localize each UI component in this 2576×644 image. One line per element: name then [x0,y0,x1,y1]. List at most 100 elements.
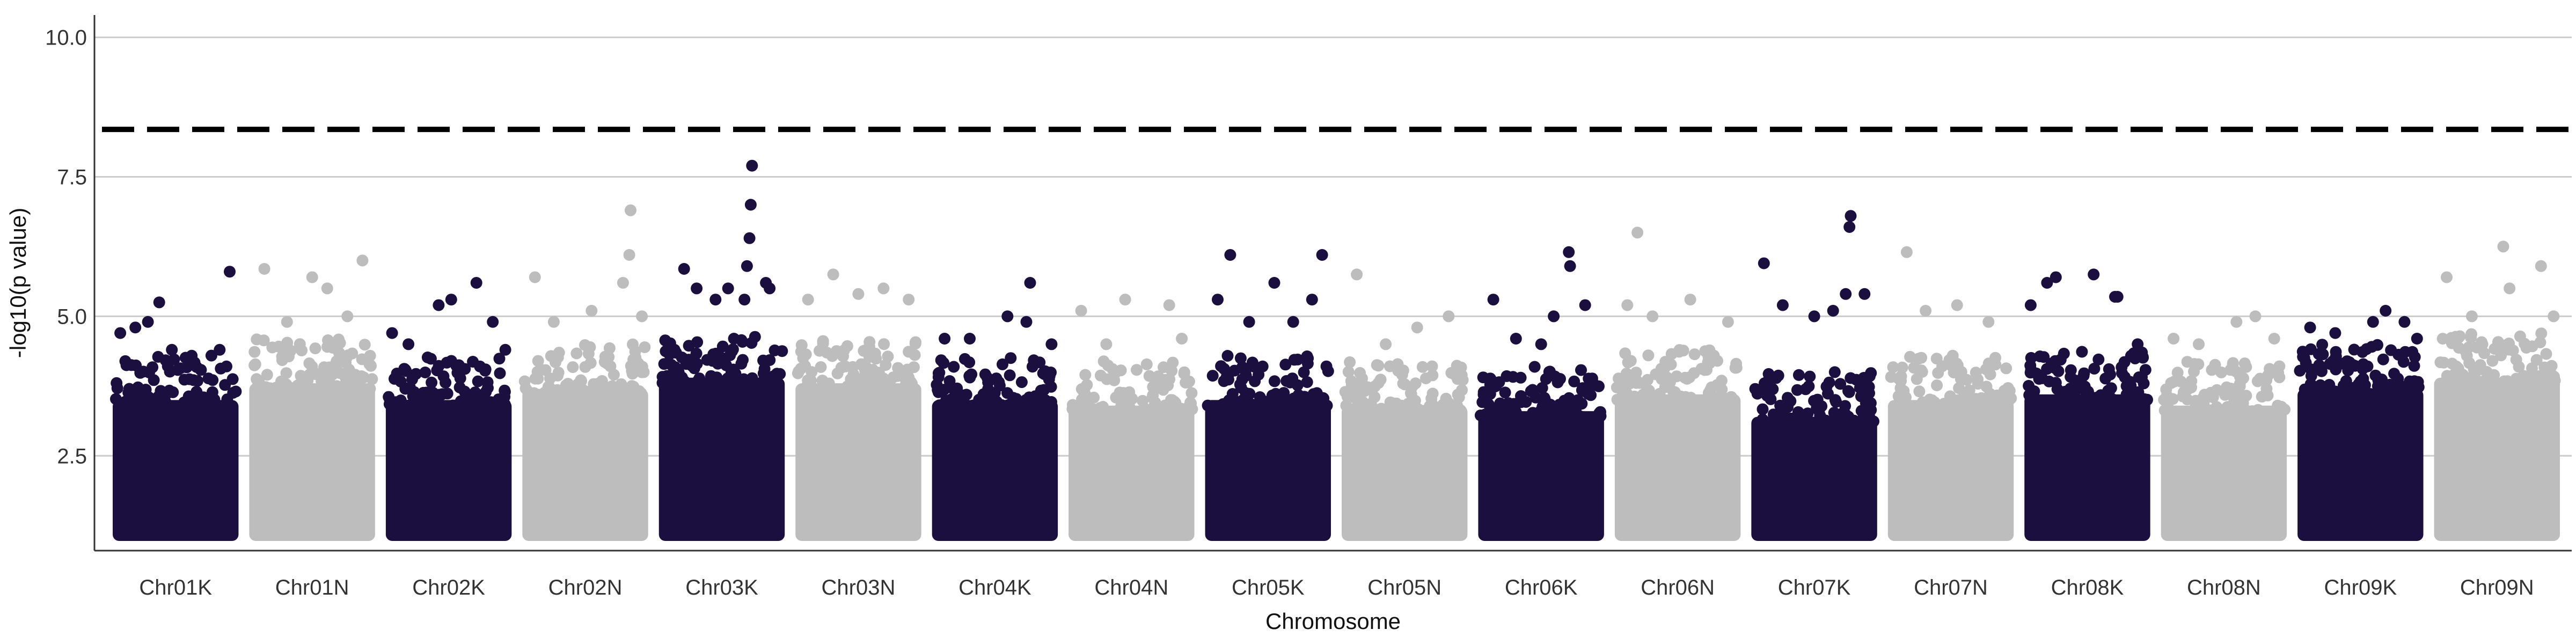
snp-point [291,379,304,392]
x-tick-label: Chr08N [2187,576,2261,599]
snp-peak-point [2230,316,2243,328]
snp-point [467,356,479,368]
snp-point [1078,390,1090,402]
snp-point [835,362,847,374]
snp-peak-point [1411,321,1423,334]
snp-point [2434,356,2447,369]
snp-point [284,345,297,357]
snp-point [979,368,991,380]
snp-point [1699,345,1711,357]
snp-peak-point [2088,268,2100,281]
snp-point [820,379,832,392]
snp-point [636,361,648,373]
snp-point [2206,364,2218,376]
snp-point [2378,387,2390,399]
snp-point [932,386,945,398]
snp-point [2351,387,2363,400]
snp-point [2095,389,2107,401]
snp-point [1650,368,1662,380]
snp-point [310,368,322,380]
snp-point [2215,366,2228,378]
snp-point [135,386,148,399]
snp-point [727,343,739,355]
snp-point [670,347,682,359]
snp-point [596,375,608,387]
snp-point [493,353,506,365]
snp-point [1253,369,1265,381]
snp-peak-point [1845,210,1857,222]
snp-peak-point [214,343,226,356]
snp-point [1268,390,1280,402]
snp-peak-point [433,299,445,311]
snp-point [1131,364,1143,376]
snp-point [1791,384,1803,396]
snp-point [847,361,859,373]
snp-point [532,355,544,367]
snp-peak-point [741,260,753,272]
snp-peak-point [746,159,758,172]
snp-point [383,391,395,403]
snp-point [1665,348,1678,360]
snp-peak-point [1306,294,1318,306]
snp-point [1896,361,1908,374]
snp-point [1864,397,1877,409]
y-tick-label: 10.0 [45,26,87,50]
snp-point [2297,350,2309,363]
snp-point [948,361,960,373]
snp-peak-point [142,316,154,328]
snp-point [1217,398,1229,410]
snp-point [1514,371,1527,384]
snp-point [1527,407,1539,419]
snp-point [1037,367,1049,379]
snp-point [2391,382,2403,394]
snp-point [639,341,651,353]
snp-point [800,381,812,393]
snp-point [1097,401,1109,413]
snp-point [1375,402,1387,415]
chromosome-points-Chr09N [2434,240,2561,390]
snp-peak-point [1722,316,1734,328]
snp-peak-point [166,343,178,356]
snp-point [570,347,583,360]
snp-point [206,393,218,405]
snp-point [1706,381,1718,393]
snp-peak-point [1045,338,1058,350]
snp-point [303,357,316,369]
snp-peak-point [2024,299,2037,311]
snp-point [458,385,471,398]
snp-point [1568,375,1580,387]
snp-peak-point [1100,338,1113,350]
snp-point [2535,327,2548,340]
snp-point [326,369,339,380]
snp-point [295,370,307,382]
snp-point [1923,395,1935,407]
snp-point [1489,378,1501,390]
snp-point [421,393,433,406]
snp-point [182,390,195,402]
snp-peak-point [743,232,756,244]
snp-peak-point [1843,221,1856,233]
snp-point [2002,382,2014,394]
snp-point [251,381,264,393]
snp-point [221,393,233,406]
snp-point [701,354,713,366]
snp-point [2219,389,2231,401]
snp-point [2076,346,2088,358]
snp-point [1384,360,1396,372]
snp-point [1494,397,1506,409]
snp-peak-point [129,321,142,334]
snp-point [322,334,334,346]
snp-point [2476,338,2489,350]
snp-point [276,350,288,363]
snp-peak-point [1858,288,1871,300]
snp-point [1900,399,1912,411]
chromosome-body-Chr09K [2297,389,2424,541]
snp-point [2165,377,2177,389]
snp-point [1792,369,1805,381]
snp-peak-point [1535,338,1547,350]
snp-peak-point [625,204,636,216]
snp-point [1823,376,1835,389]
chromosome-body-Chr04N [1069,405,1195,541]
snp-point [1206,370,1219,382]
snp-point [1852,416,1864,428]
